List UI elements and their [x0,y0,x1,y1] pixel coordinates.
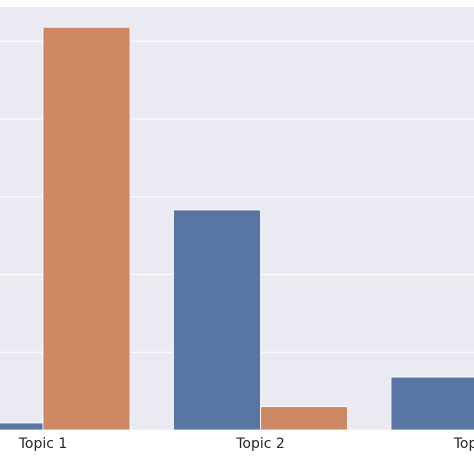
bar [0,422,44,431]
bar [42,26,131,431]
bar [260,406,348,431]
x-tick-label: Topic 2 [235,436,285,452]
x-tick-label: Topic 1 [18,436,68,452]
bar [173,209,261,431]
bar [390,376,474,431]
x-tick-label: Topic 3 [453,436,474,452]
